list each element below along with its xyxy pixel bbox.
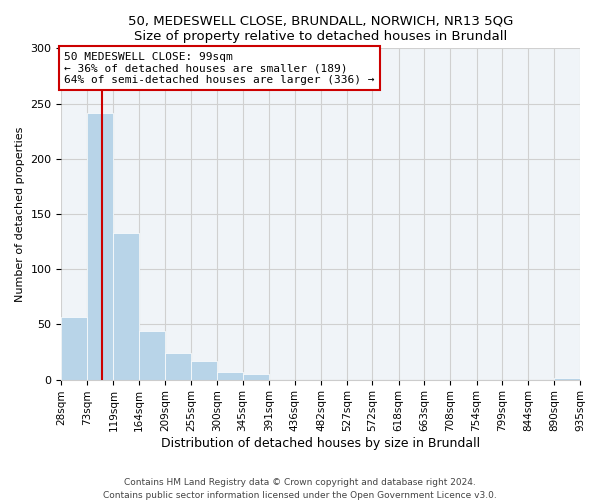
Bar xyxy=(217,372,242,380)
Text: 50 MEDESWELL CLOSE: 99sqm
← 36% of detached houses are smaller (189)
64% of semi: 50 MEDESWELL CLOSE: 99sqm ← 36% of detac… xyxy=(64,52,375,85)
Title: 50, MEDESWELL CLOSE, BRUNDALL, NORWICH, NR13 5QG
Size of property relative to de: 50, MEDESWELL CLOSE, BRUNDALL, NORWICH, … xyxy=(128,15,514,43)
Bar xyxy=(165,353,191,380)
X-axis label: Distribution of detached houses by size in Brundall: Distribution of detached houses by size … xyxy=(161,437,480,450)
Text: Contains HM Land Registry data © Crown copyright and database right 2024.
Contai: Contains HM Land Registry data © Crown c… xyxy=(103,478,497,500)
Bar xyxy=(61,316,87,380)
Bar xyxy=(87,114,113,380)
Bar xyxy=(191,361,217,380)
Bar xyxy=(242,374,269,380)
Bar xyxy=(139,331,165,380)
Bar xyxy=(554,378,580,380)
Y-axis label: Number of detached properties: Number of detached properties xyxy=(15,126,25,302)
Bar xyxy=(113,232,139,380)
